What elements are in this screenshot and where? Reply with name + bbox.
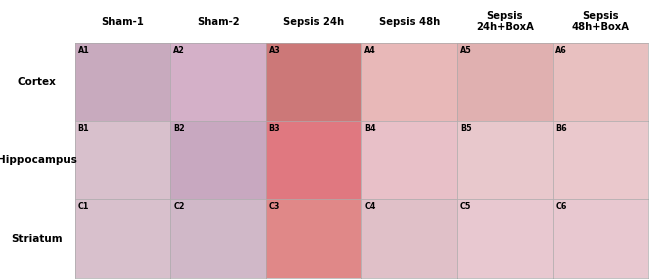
Text: B2: B2 [173,124,185,133]
Text: C4: C4 [364,202,376,211]
Text: Hippocampus: Hippocampus [0,155,77,165]
Text: Sepsis 24h: Sepsis 24h [283,17,344,27]
Text: B1: B1 [77,124,89,133]
Text: C5: C5 [460,202,471,211]
Text: A4: A4 [364,45,376,55]
Text: Sepsis 48h: Sepsis 48h [378,17,440,27]
Text: B4: B4 [364,124,376,133]
Text: Sepsis
48h+BoxA: Sepsis 48h+BoxA [571,11,629,32]
Text: B3: B3 [268,124,280,133]
Text: C1: C1 [77,202,89,211]
Text: Sham-1: Sham-1 [101,17,144,27]
Text: C2: C2 [173,202,185,211]
Text: A1: A1 [77,45,89,55]
Text: A3: A3 [268,45,280,55]
Text: C6: C6 [555,202,567,211]
Text: Sepsis
24h+BoxA: Sepsis 24h+BoxA [476,11,534,32]
Text: C3: C3 [268,202,280,211]
Text: Sham-2: Sham-2 [197,17,239,27]
Text: A6: A6 [555,45,567,55]
Text: Cortex: Cortex [18,77,57,87]
Text: A5: A5 [460,45,471,55]
Text: A2: A2 [173,45,185,55]
Text: Striatum: Striatum [12,234,63,244]
Text: B5: B5 [460,124,471,133]
Text: B6: B6 [555,124,567,133]
